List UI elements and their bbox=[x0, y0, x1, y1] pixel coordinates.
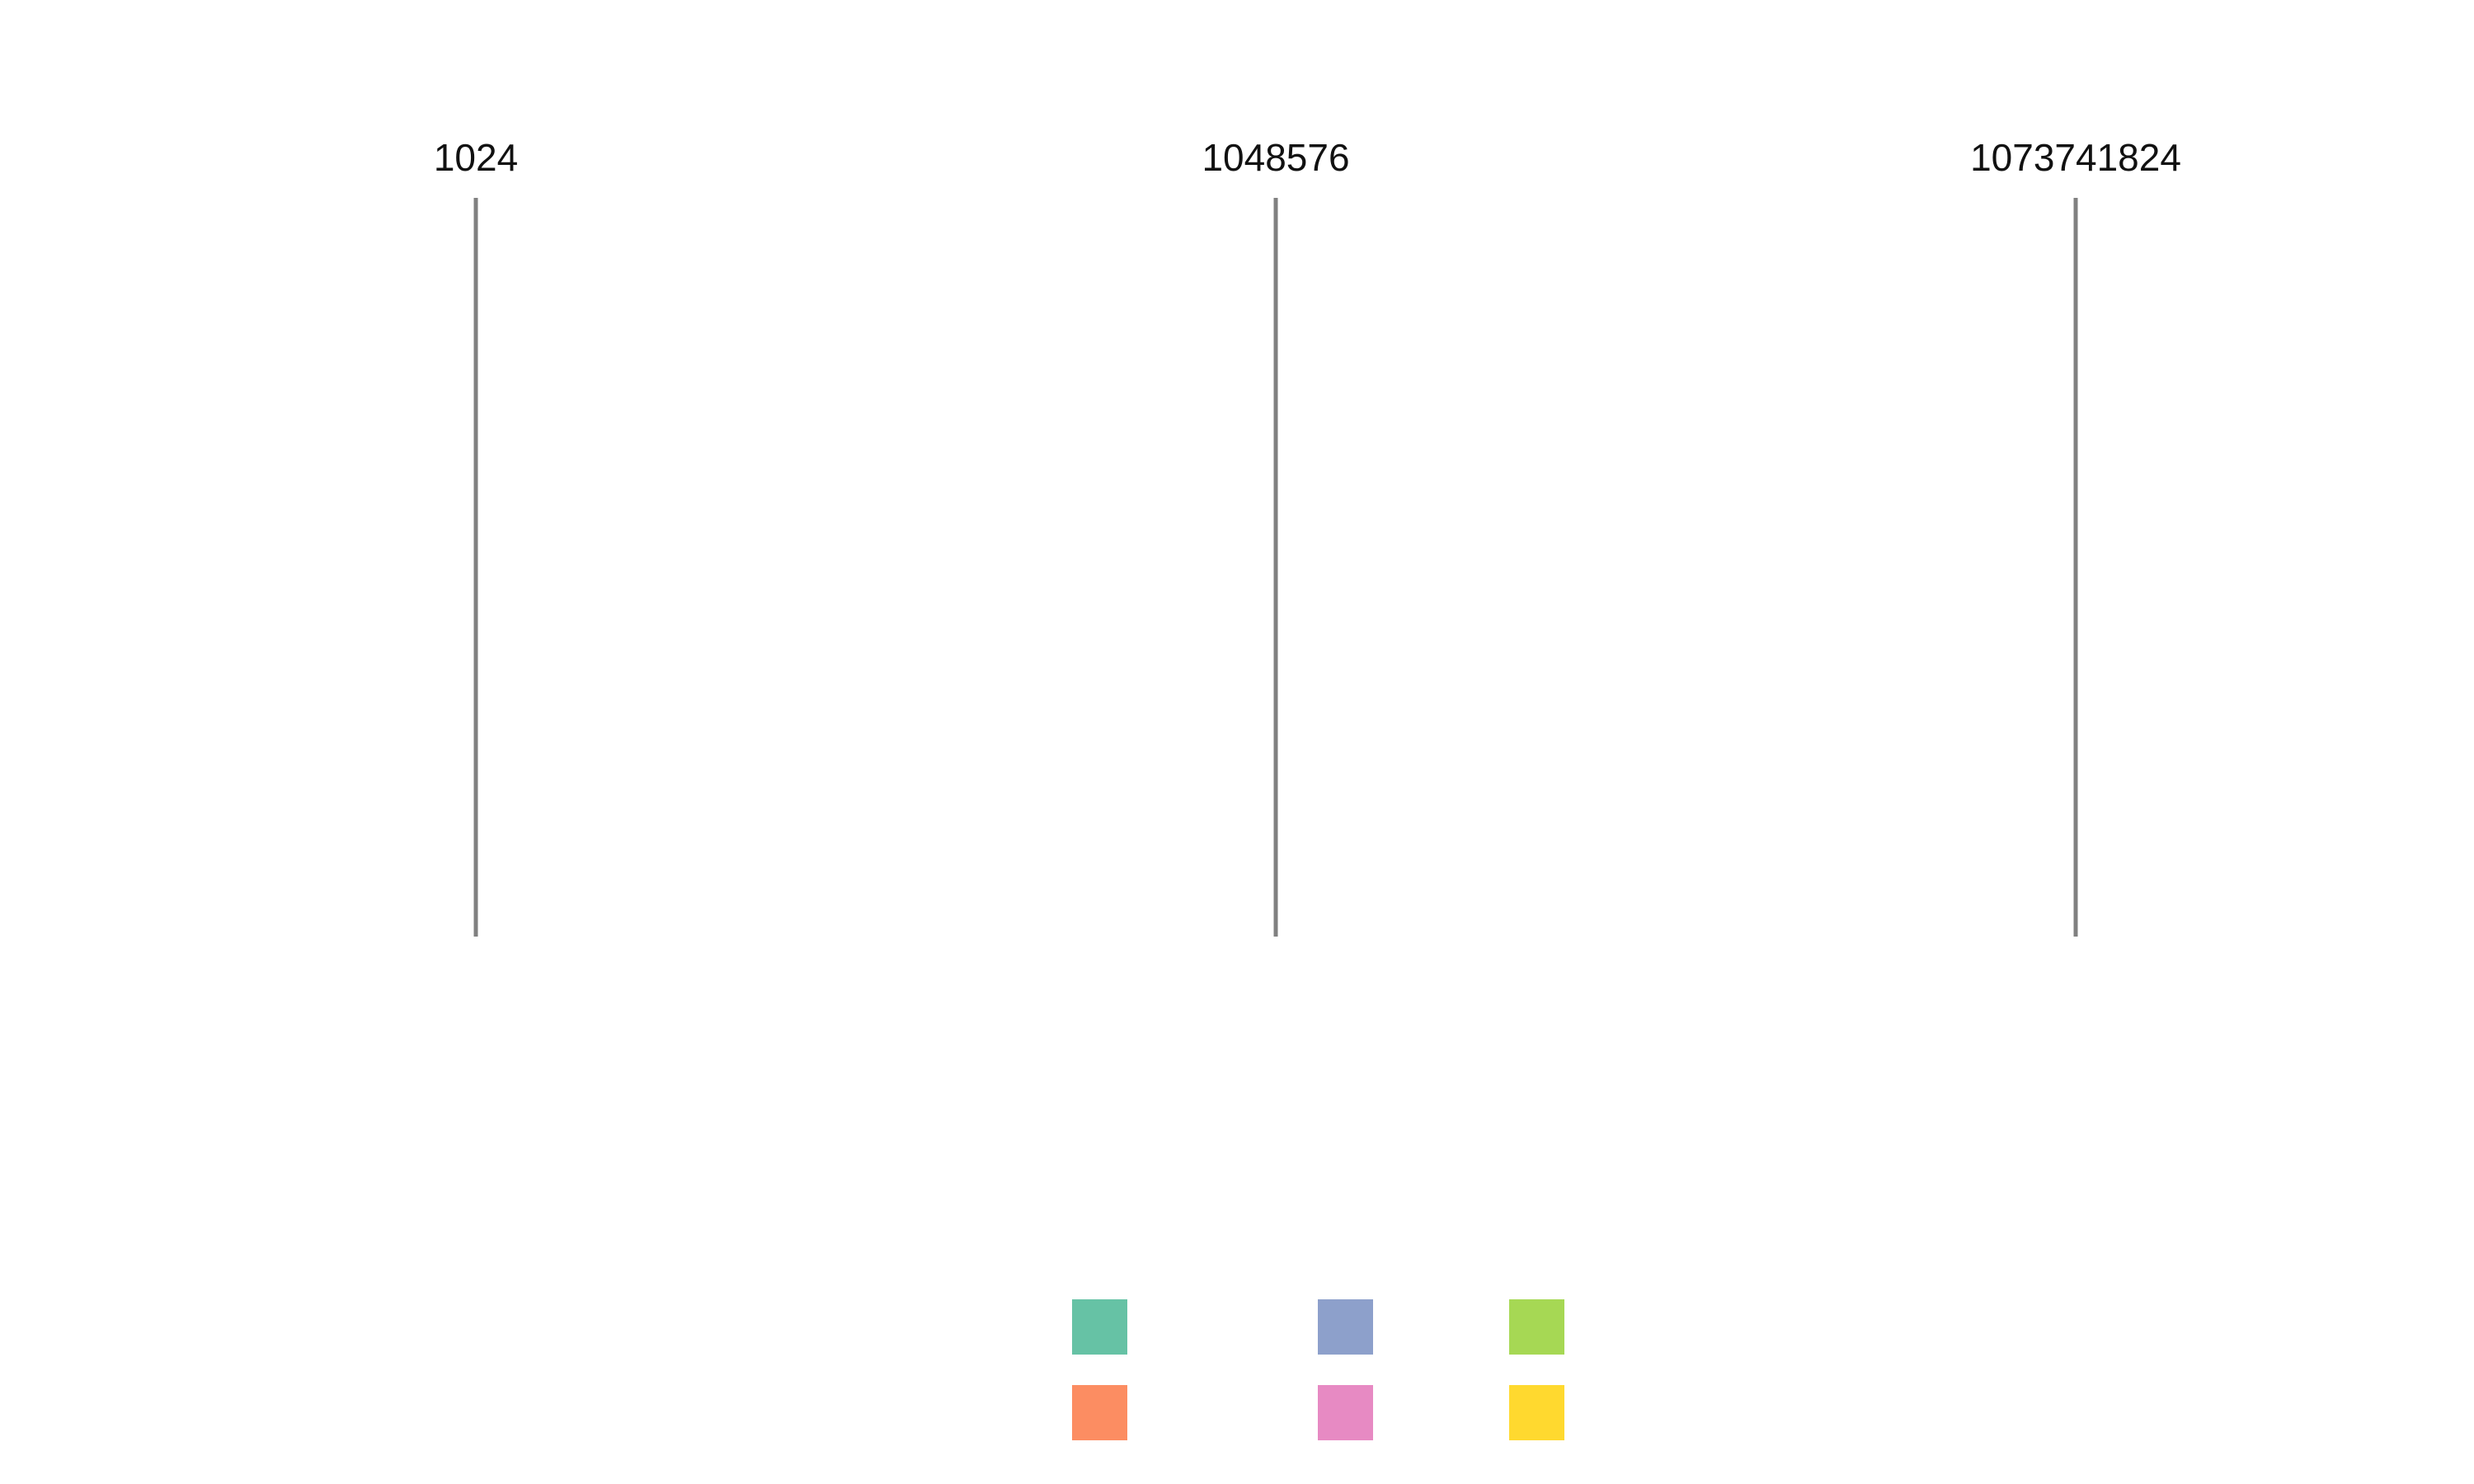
legend-swatch-5 bbox=[1509, 1299, 1564, 1355]
tick-label-1: 1024 bbox=[434, 136, 518, 179]
legend-swatch-6 bbox=[1509, 1385, 1564, 1440]
tick-label-3: 1073741824 bbox=[1970, 136, 2181, 179]
legend-swatch-3 bbox=[1318, 1299, 1373, 1355]
legend bbox=[1072, 1299, 1564, 1440]
legend-swatch-1 bbox=[1072, 1299, 1127, 1355]
legend-swatch-4 bbox=[1318, 1385, 1373, 1440]
tick-label-2: 1048576 bbox=[1202, 136, 1349, 179]
legend-swatch-2 bbox=[1072, 1385, 1127, 1440]
axis-layer: 1024 1048576 1073741824 bbox=[434, 136, 2181, 937]
